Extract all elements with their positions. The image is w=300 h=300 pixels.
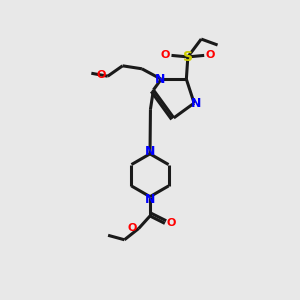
Text: O: O <box>161 50 170 60</box>
Text: N: N <box>145 193 155 206</box>
Text: N: N <box>190 97 201 110</box>
Text: O: O <box>167 218 176 228</box>
Text: S: S <box>183 50 193 64</box>
Text: N: N <box>145 145 155 158</box>
Text: O: O <box>128 224 137 233</box>
Text: N: N <box>154 73 165 86</box>
Text: O: O <box>97 70 106 80</box>
Text: O: O <box>206 50 215 60</box>
